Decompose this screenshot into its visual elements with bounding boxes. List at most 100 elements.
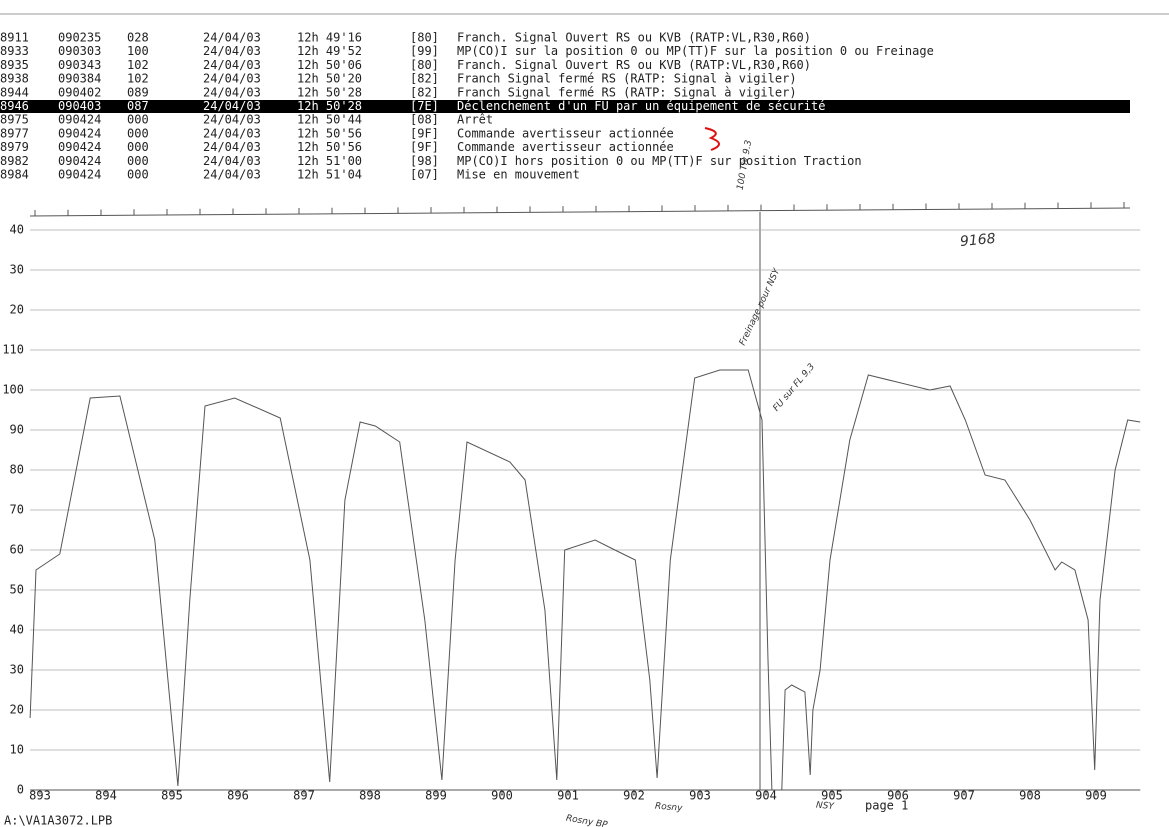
y-tick-label: 110 — [2, 343, 24, 357]
log-cell: 8975 — [0, 113, 29, 127]
x-tick-label: 895 — [161, 789, 183, 803]
handwritten-note: 9168 — [959, 231, 996, 250]
log-cell: 090235 — [58, 31, 101, 45]
log-cell: [82] — [410, 72, 439, 86]
log-cell: 24/04/03 — [203, 31, 261, 45]
x-tick-label: 909 — [1085, 789, 1107, 803]
x-tick-label: 894 — [95, 789, 117, 803]
ruler — [29, 207, 1131, 217]
x-tick-label: 900 — [491, 789, 513, 803]
log-cell: 8933 — [0, 44, 29, 58]
log-cell: Franch. Signal Ouvert RS ou KVB (RATP:VL… — [457, 31, 811, 45]
log-cell: [9F] — [410, 140, 439, 154]
log-cell: 8946 — [0, 99, 29, 113]
log-cell: Commande avertisseur actionnée — [457, 126, 674, 140]
log-cell: Mise en mouvement — [457, 168, 580, 182]
y-tick-label: 50 — [10, 583, 24, 597]
log-cell: Franch Signal fermé RS (RATP: Signal à v… — [457, 85, 797, 99]
y-tick-label: 40 — [10, 623, 24, 637]
log-cell: 8911 — [0, 31, 29, 45]
log-cell: [80] — [410, 31, 439, 45]
x-tick-label: 903 — [689, 789, 711, 803]
x-tick-label: 907 — [953, 789, 975, 803]
log-cell: 089 — [127, 85, 149, 99]
x-tick-label: 896 — [227, 789, 249, 803]
log-cell: 000 — [127, 154, 149, 168]
log-cell: 8935 — [0, 58, 29, 72]
x-tick-label: 904 — [755, 789, 777, 803]
y-tick-label: 100 — [2, 383, 24, 397]
x-tick-label: 898 — [359, 789, 381, 803]
log-cell: 090424 — [58, 126, 101, 140]
page-number: page 1 — [865, 799, 908, 813]
y-tick-label: 60 — [10, 543, 24, 557]
log-cell: 090402 — [58, 85, 101, 99]
log-cell: 8982 — [0, 154, 29, 168]
log-cell: Franch. Signal Ouvert RS ou KVB (RATP:VL… — [457, 58, 811, 72]
y-tick-label: 20 — [10, 303, 24, 317]
log-cell: Commande avertisseur actionnée — [457, 140, 674, 154]
y-tick-label: 10 — [10, 743, 24, 757]
x-tick-label: 897 — [293, 789, 315, 803]
log-cell: 24/04/03 — [203, 168, 261, 182]
log-cell: 090384 — [58, 72, 101, 86]
log-cell: [80] — [410, 58, 439, 72]
log-cell: MP(CO)I sur la position 0 ou MP(TT)F sur… — [457, 44, 934, 58]
log-cell: 000 — [127, 140, 149, 154]
log-cell: 000 — [127, 168, 149, 182]
y-tick-label: 20 — [10, 703, 24, 717]
log-cell: 24/04/03 — [203, 72, 261, 86]
log-cell: 8944 — [0, 85, 29, 99]
y-tick-label: 30 — [10, 263, 24, 277]
y-tick-label: 90 — [10, 423, 24, 437]
x-tick-label: 905 — [821, 789, 843, 803]
handwritten-note: NSY — [816, 801, 836, 813]
log-cell: MP(CO)I hors position 0 ou MP(TT)F sur p… — [457, 154, 862, 168]
log-cell: 090424 — [58, 140, 101, 154]
log-cell: 12h 50'44 — [297, 113, 362, 127]
log-cell: 24/04/03 — [203, 85, 261, 99]
log-cell: 12h 50'28 — [297, 85, 362, 99]
x-tick-label: 893 — [29, 789, 51, 803]
log-cell: 24/04/03 — [203, 99, 261, 113]
log-cell: [08] — [410, 113, 439, 127]
log-cell: 8984 — [0, 168, 29, 182]
highlight-bar — [0, 100, 1130, 113]
log-cell: 087 — [127, 99, 149, 113]
log-cell: [7E] — [410, 99, 439, 113]
log-cell: 24/04/03 — [203, 126, 261, 140]
log-cell: Arrêt — [457, 113, 493, 127]
log-cell: 090303 — [58, 44, 101, 58]
x-tick-label: 902 — [623, 789, 645, 803]
y-tick-label: 40 — [10, 223, 24, 237]
log-cell: 12h 51'04 — [297, 168, 362, 182]
log-cell: 100 — [127, 44, 149, 58]
log-cell: [99] — [410, 44, 439, 58]
log-cell: 090343 — [58, 58, 101, 72]
log-cell: 8977 — [0, 126, 29, 140]
log-cell: 12h 49'16 — [297, 31, 362, 45]
log-cell: 12h 50'56 — [297, 126, 362, 140]
log-cell: 000 — [127, 113, 149, 127]
log-cell: 24/04/03 — [203, 44, 261, 58]
handwritten-note: Rosny — [655, 802, 684, 814]
log-cell: [9F] — [410, 126, 439, 140]
log-cell: 090424 — [58, 113, 101, 127]
log-cell: 24/04/03 — [203, 113, 261, 127]
log-cell: 8938 — [0, 72, 29, 86]
log-cell: Déclenchement d'un FU par un équipement … — [457, 99, 825, 113]
log-cell: [07] — [410, 168, 439, 182]
log-cell: 24/04/03 — [203, 140, 261, 154]
y-tick-label: 70 — [10, 503, 24, 517]
log-cell: 12h 50'28 — [297, 99, 362, 113]
log-cell: 090424 — [58, 154, 101, 168]
handwritten-note: Rosny BP — [565, 814, 609, 827]
x-tick-label: 906 — [887, 789, 909, 803]
y-tick-label: 30 — [10, 663, 24, 677]
log-cell: 24/04/03 — [203, 154, 261, 168]
log-cell: 090424 — [58, 168, 101, 182]
x-tick-label: 901 — [557, 789, 579, 803]
log-cell: 028 — [127, 31, 149, 45]
log-cell: 24/04/03 — [203, 58, 261, 72]
